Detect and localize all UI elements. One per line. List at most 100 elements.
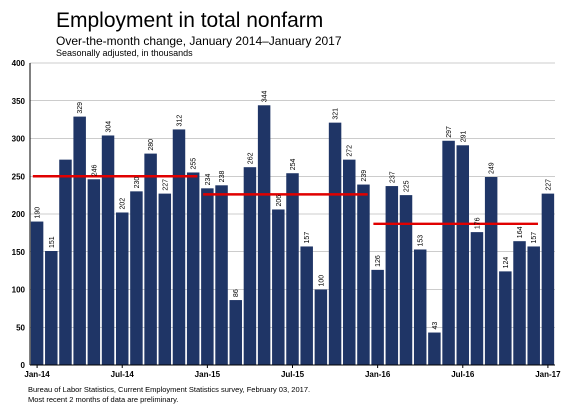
data-label-jul-16: 291 — [460, 131, 467, 143]
bar-mar-15 — [229, 300, 242, 365]
bar-may-16 — [428, 332, 441, 365]
y-tick-label-100: 100 — [12, 286, 26, 295]
bars — [30, 105, 555, 366]
x-tick-label-jan-15: Jan-15 — [195, 370, 221, 379]
data-label-dec-16: 157 — [531, 232, 538, 244]
bar-dec-15 — [357, 184, 370, 365]
y-tick-label-150: 150 — [12, 248, 26, 257]
x-tick-label-jul-14: Jul-14 — [111, 370, 135, 379]
data-label-oct-15: 321 — [333, 108, 340, 120]
x-tick-label-jan-17: Jan-17 — [535, 370, 561, 379]
data-label-sep-14: 280 — [148, 139, 155, 151]
chart-title: Employment in total nonfarm — [56, 9, 324, 32]
bar-jun-15 — [272, 209, 285, 365]
data-label-dec-14: 255 — [191, 158, 198, 170]
data-label-oct-14: 227 — [162, 179, 169, 191]
data-label-sep-16: 249 — [489, 162, 496, 174]
data-label-mar-15: 86 — [233, 289, 240, 297]
bar-jun-16 — [442, 140, 455, 365]
y-tick-label-0: 0 — [21, 361, 26, 370]
bar-nov-15 — [343, 159, 356, 365]
y-tick-label-250: 250 — [12, 172, 26, 181]
bar-dec-16 — [527, 246, 540, 365]
data-label-jul-14: 202 — [120, 198, 127, 210]
bar-oct-14 — [158, 193, 172, 365]
bar-jul-16 — [456, 145, 470, 365]
axes: 0 50 100 150 200 250 300 350 400 Jan-14 Jul-14 Jan-… — [12, 59, 561, 379]
x-tick-label-jul-15: Jul-15 — [281, 370, 305, 379]
bar-jun-14 — [101, 135, 115, 365]
x-tick-label-jan-16: Jan-16 — [365, 370, 391, 379]
data-label-apr-16: 153 — [418, 235, 425, 247]
preliminary-note: Most recent 2 months of data are prelimi… — [28, 395, 179, 404]
bar-dec-14 — [186, 172, 200, 365]
data-label-aug-15: 157 — [304, 232, 311, 244]
data-label-feb-15: 238 — [219, 171, 226, 183]
data-label-sep-15: 100 — [318, 275, 325, 287]
bar-jan-14 — [30, 221, 44, 365]
y-tick-label-400: 400 — [12, 59, 26, 68]
bar-apr-14 — [73, 116, 86, 365]
data-label-jun-16: 297 — [446, 126, 453, 138]
data-label-jun-15: 206 — [276, 195, 283, 207]
bar-aug-14 — [130, 191, 143, 365]
data-label-may-15: 344 — [262, 90, 269, 102]
data-label-jan-15: 234 — [205, 174, 212, 186]
x-tick-label-jul-16: Jul-16 — [451, 370, 475, 379]
y-axis-note: Seasonally adjusted, in thousands — [56, 48, 193, 58]
data-label-jun-14: 304 — [106, 121, 113, 133]
bar-jul-14 — [115, 212, 129, 365]
bar-apr-16 — [413, 249, 427, 365]
bar-oct-15 — [328, 122, 342, 366]
bar-jan-15 — [201, 188, 214, 365]
bar-feb-16 — [385, 186, 399, 365]
data-label-aug-16: 176 — [474, 217, 481, 229]
data-labels: 190 151 329 246 304 202 230 280 227 312 255 234 238 8… — [35, 90, 553, 329]
data-label-jan-14: 190 — [35, 207, 42, 219]
data-label-nov-14: 312 — [176, 115, 183, 127]
bar-jan-17 — [541, 193, 555, 365]
bar-sep-14 — [144, 153, 157, 365]
data-label-feb-16: 237 — [389, 171, 396, 183]
data-label-may-16: 43 — [432, 322, 439, 330]
y-tick-label-50: 50 — [16, 323, 25, 332]
y-tick-label-200: 200 — [12, 210, 26, 219]
data-label-oct-16: 124 — [503, 257, 510, 269]
bar-nov-14 — [172, 129, 186, 365]
data-label-may-14: 246 — [91, 164, 98, 176]
bar-feb-14 — [45, 250, 58, 365]
bar-aug-16 — [470, 232, 484, 365]
data-label-apr-15: 262 — [247, 152, 254, 164]
y-tick-label-350: 350 — [12, 97, 26, 106]
bar-may-14 — [87, 179, 101, 365]
bar-apr-15 — [243, 167, 257, 365]
data-label-jul-15: 254 — [290, 158, 297, 170]
bar-mar-14 — [59, 159, 72, 365]
source-text: Bureau of Labor Statistics, Current Empl… — [28, 385, 311, 394]
data-label-jan-17: 227 — [545, 179, 552, 191]
bar-mar-16 — [399, 195, 413, 365]
data-label-aug-14: 230 — [134, 177, 141, 189]
data-label-nov-15: 272 — [347, 145, 354, 157]
data-label-dec-15: 239 — [361, 170, 368, 182]
x-tick-label-jan-14: Jan-14 — [24, 370, 50, 379]
data-label-jan-16: 126 — [375, 255, 382, 267]
bar-aug-15 — [300, 246, 313, 365]
average-lines — [32, 175, 538, 226]
data-label-mar-16: 225 — [404, 180, 411, 192]
bar-may-15 — [257, 105, 271, 365]
bar-nov-16 — [513, 241, 526, 365]
data-label-nov-16: 164 — [517, 226, 524, 238]
bar-jul-15 — [286, 173, 299, 365]
bar-feb-15 — [215, 185, 228, 365]
source-note: Bureau of Labor Statistics, Current Empl… — [28, 385, 310, 405]
bar-jan-16 — [371, 269, 384, 365]
bar-oct-16 — [499, 271, 512, 365]
bar-sep-16 — [484, 177, 498, 365]
chart-subtitle: Over-the-month change, January 2014–Janu… — [56, 34, 342, 48]
data-label-feb-14: 151 — [49, 236, 56, 248]
data-label-apr-14: 329 — [77, 102, 84, 114]
y-tick-label-300: 300 — [12, 135, 26, 144]
bar-sep-15 — [314, 289, 328, 365]
